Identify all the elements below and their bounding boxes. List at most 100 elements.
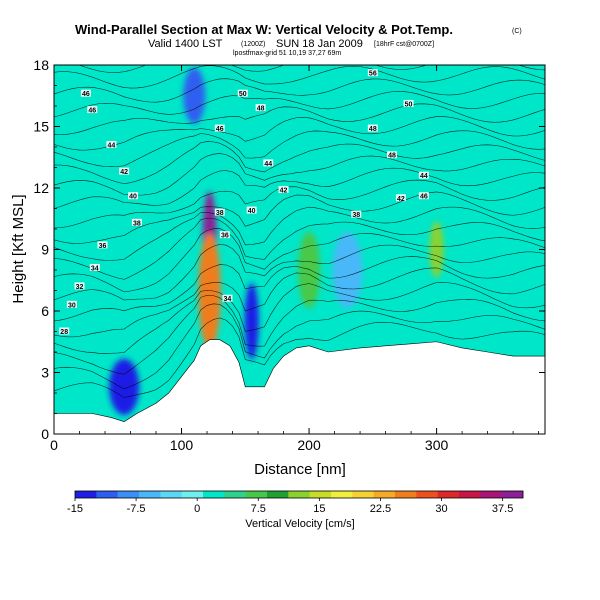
contour-label-bg [59,327,70,335]
contour-label: 34 [224,296,232,303]
contour-label-bg [278,186,289,194]
y-tick-label: 9 [41,242,49,258]
y-tick-label: 12 [33,180,49,196]
colorbar-segment [117,491,140,498]
contour-label: 38 [216,210,224,217]
velocity-feature [332,232,363,308]
contour-label: 42 [120,169,128,176]
x-tick-label: 300 [425,437,449,453]
theta-contour-line [54,141,545,185]
x-axis-label: Distance [nm] [254,461,346,478]
terrain-profile [54,339,545,434]
colorbar-label: 30 [435,503,447,515]
contour-label: 40 [248,208,256,215]
theta-contour-line [54,243,545,301]
theta-contour-line [54,217,545,280]
y-tick-label: 0 [41,426,49,442]
theta-contour-line [54,191,545,244]
contour-label-bg [403,99,414,107]
colorbar-label: 7.5 [251,503,266,515]
contour-label: 48 [257,106,265,113]
velocity-feature [429,221,444,278]
colorbar-label: -7.5 [127,503,146,515]
theta-contour-line [54,256,545,322]
contour-label-bg [87,106,98,114]
y-axis-label: Height [Kft MSL] [10,194,27,303]
theta-contour-line [54,282,545,354]
y-tick-label: 18 [33,57,49,73]
chart-title-suffix: (C) [512,28,522,35]
contour-label-bg [219,231,230,239]
contour-label-bg [214,124,225,132]
contour-label-bg [386,151,397,159]
contour-label-bg [80,89,91,97]
contour-label: 32 [76,284,84,291]
colorbar-frame [74,490,524,499]
colorbar-segment [373,491,396,498]
theta-contour-line [54,206,545,261]
contour-label-bg [367,69,378,77]
velocity-feature [298,232,321,308]
colorbar-segment [331,491,353,498]
theta-contour-line [54,179,545,229]
contour-label-bg [237,89,248,97]
colorbar-label: 22.5 [370,503,391,515]
colorbar-segment [480,491,502,498]
theta-contour-line [54,116,545,151]
contour-label: 28 [60,329,68,336]
theta-contour-line [54,303,545,390]
y-axis: 0 36 9 12 15 18 [33,57,545,442]
y-tick-label: 6 [41,303,49,319]
contour-label: 46 [216,126,224,133]
contour-label: 44 [107,142,115,149]
colorbar: -15 -7.5 0 7.5 15 22.5 30 37.5 [67,490,524,515]
contour-label-bg [74,282,85,290]
contour-label: 44 [264,161,272,168]
contour-label: 40 [129,194,137,201]
colorbar-segment [395,491,417,498]
contour-label: 46 [88,108,96,115]
theta-contour-line [54,167,545,209]
theta-contour-line [54,91,545,118]
contour-label: 48 [369,126,377,133]
theta-contours [54,65,545,398]
colorbar-segment [267,491,289,498]
contour-label-bg [97,241,108,249]
contour-label: 48 [388,153,396,160]
contour-label: 42 [397,196,405,203]
x-tick-label: 100 [170,437,194,453]
contour-label-bg [395,194,406,202]
y-tick-label: 15 [33,119,49,135]
x-tick-label: 0 [50,437,58,453]
contour-label-bg [255,104,266,112]
contour-label-bg [66,300,77,308]
chart-subtitle-date: SUN 18 Jan 2009 [276,38,363,50]
contour-label: 36 [221,233,229,240]
contour-label-bg [131,218,142,226]
colorbar-segment [437,491,460,498]
theta-contour-line [54,267,545,338]
theta-contour-line [54,103,545,135]
colorbar-label: -15 [67,503,83,515]
colorbar-segment [203,491,225,498]
colorbar-segment [416,491,438,498]
contour-label: 30 [68,302,76,309]
chart-subtitle-paren: (1200Z) [241,41,266,48]
contour-label-bg [418,192,429,200]
x-tick-label: 200 [297,437,321,453]
colorbar-segment [501,491,524,498]
colorbar-segment [139,491,161,498]
colorbar-segment [288,491,310,498]
contour-label: 46 [82,91,90,98]
theta-contour-line [54,78,545,103]
colorbar-label: 0 [194,503,200,515]
velocity-feature [183,67,206,124]
contour-label-bg [351,210,362,218]
contour-label-bg [119,167,130,175]
colorbar-segment [245,491,268,498]
x-axis: 0 100 200 300 [50,65,540,453]
colorbar-segment [160,491,182,498]
colorbar-segment [309,491,332,498]
